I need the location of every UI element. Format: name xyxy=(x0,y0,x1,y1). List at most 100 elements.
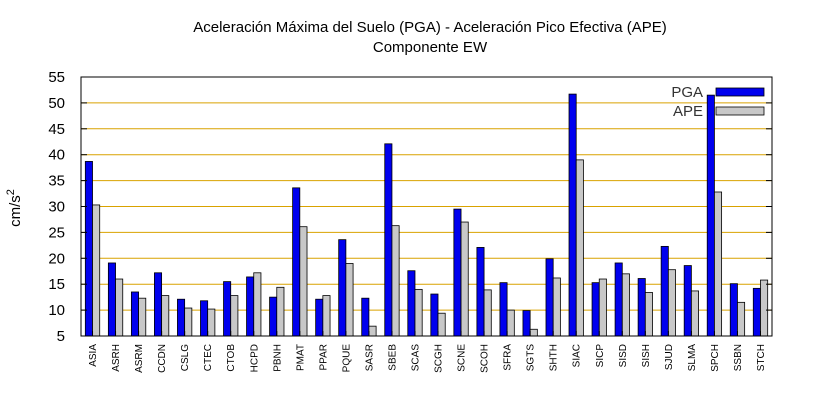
bar-ape-ctob xyxy=(230,295,239,337)
y-tick-label: 25 xyxy=(48,224,65,241)
x-tick-label: SCOH xyxy=(480,344,491,373)
y-tick-label: 35 xyxy=(48,173,65,190)
bar-ape-asia xyxy=(92,204,101,337)
y-tick-label: 30 xyxy=(48,199,65,216)
bar-pga-siac xyxy=(568,93,577,337)
x-tick-label: CCDN xyxy=(157,344,168,373)
y-axis-label-superscript: 2 xyxy=(5,189,17,195)
x-tick-label: ASRM xyxy=(134,344,145,373)
x-tick-label: CTEC xyxy=(203,344,214,371)
y-tick-label: 50 xyxy=(48,95,65,112)
bar-ape-spch xyxy=(714,191,723,337)
bar-ape-asrm xyxy=(138,297,147,337)
x-tick-label: SBEB xyxy=(387,344,398,371)
x-tick-label: SHTH xyxy=(549,344,560,371)
x-tick-label: SLMA xyxy=(687,344,698,372)
legend: PGA APE xyxy=(671,84,765,120)
plot-frame xyxy=(80,76,773,337)
y-tick-label: 40 xyxy=(48,147,65,164)
x-tick-label: SCAS xyxy=(410,344,421,372)
bar-pga-scne xyxy=(453,208,462,337)
bar-ape-ppar xyxy=(322,295,331,337)
bar-ape-sisd xyxy=(621,273,630,337)
bar-ape-stch xyxy=(760,279,769,337)
bar-pga-sfra xyxy=(499,282,508,337)
bar-ape-ctec xyxy=(207,308,216,337)
bar-pga-spch xyxy=(706,94,715,337)
legend-swatch-pga xyxy=(715,87,765,97)
x-tick-label: CSLG xyxy=(180,344,191,371)
x-tick-label: SSBN xyxy=(733,344,744,371)
y-tick-label: 15 xyxy=(48,276,65,293)
bar-pga-sgts xyxy=(522,310,531,337)
x-tick-label: SCGH xyxy=(434,344,445,373)
bar-pga-scoh xyxy=(476,247,485,337)
y-tick-label: 20 xyxy=(48,250,65,267)
bar-pga-sish xyxy=(637,278,646,337)
x-tick-label: SFRA xyxy=(503,344,514,371)
y-axis-label: cm/s2 xyxy=(5,189,24,227)
x-tick-label: SGTS xyxy=(526,344,537,372)
bar-pga-pque xyxy=(338,239,347,337)
legend-swatch-ape xyxy=(715,106,765,116)
bar-ape-pque xyxy=(345,263,354,337)
x-tick-label: PPAR xyxy=(318,344,329,371)
bar-ape-sgts xyxy=(529,328,538,337)
bar-ape-cslg xyxy=(184,307,193,337)
x-tick-label: SISH xyxy=(641,344,652,367)
bar-pga-cslg xyxy=(177,298,186,337)
bar-pga-ccdn xyxy=(154,272,163,337)
bars xyxy=(84,93,769,337)
legend-label-pga: PGA xyxy=(671,84,703,101)
bar-ape-asrh xyxy=(115,278,124,337)
x-axis-categories: ASIA ASRH ASRM CCDN CSLG CTEC CTOB HCPD PBNH PMAT… xyxy=(88,331,767,373)
x-tick-label: SISD xyxy=(618,344,629,367)
x-tick-label: STCH xyxy=(756,344,767,371)
bar-pga-slma xyxy=(683,265,692,337)
y-tick-label: 55 xyxy=(48,69,65,86)
x-tick-label: SJUD xyxy=(664,344,675,370)
bar-ape-sicp xyxy=(598,278,607,337)
bar-ape-ssbn xyxy=(737,301,746,337)
bar-ape-scas xyxy=(414,288,423,337)
y-axis-label-text: cm/s xyxy=(7,195,24,227)
bar-pga-pmat xyxy=(292,187,301,337)
x-tick-label: ASIA xyxy=(88,344,99,367)
legend-label-ape: APE xyxy=(673,103,703,120)
bar-pga-ssbn xyxy=(729,283,738,337)
bar-pga-stch xyxy=(752,287,761,337)
bar-pga-scgh xyxy=(430,293,439,337)
bar-ape-pmat xyxy=(299,226,308,337)
x-tick-label: SASR xyxy=(364,344,375,371)
y-axis-ticks: 5 10 15 20 25 30 35 40 45 50 55 xyxy=(48,69,772,345)
bar-ape-pbnh xyxy=(276,286,285,337)
bar-pga-scas xyxy=(407,270,416,337)
bar-ape-sish xyxy=(644,292,653,337)
bar-ape-siac xyxy=(575,159,584,337)
bar-pga-sasr xyxy=(361,297,370,337)
bar-ape-scgh xyxy=(437,312,446,337)
bar-ape-scne xyxy=(460,221,469,337)
x-tick-label: SPCH xyxy=(710,344,721,372)
bar-pga-ctob xyxy=(223,281,232,337)
bar-pga-pbnh xyxy=(269,296,278,337)
bar-ape-sbeb xyxy=(391,225,400,337)
bar-pga-ctec xyxy=(200,300,209,337)
bar-ape-slma xyxy=(690,290,699,337)
bar-pga-sicp xyxy=(591,282,600,337)
x-tick-label: CTOB xyxy=(226,344,237,372)
chart-subtitle: Componente EW xyxy=(373,39,488,56)
y-tick-label: 10 xyxy=(48,302,65,319)
bar-ape-ccdn xyxy=(161,295,170,337)
bar-pga-asrm xyxy=(130,291,139,337)
y-tick-label: 5 xyxy=(57,328,65,345)
x-tick-label: ASRH xyxy=(111,344,122,372)
x-tick-label: PBNH xyxy=(272,344,283,372)
bar-pga-sisd xyxy=(614,262,623,337)
bar-pga-asrh xyxy=(107,262,116,337)
x-tick-label: SIAC xyxy=(572,344,583,367)
y-tick-label: 45 xyxy=(48,121,65,138)
bar-ape-scoh xyxy=(483,289,492,337)
bar-ape-shth xyxy=(552,277,561,337)
